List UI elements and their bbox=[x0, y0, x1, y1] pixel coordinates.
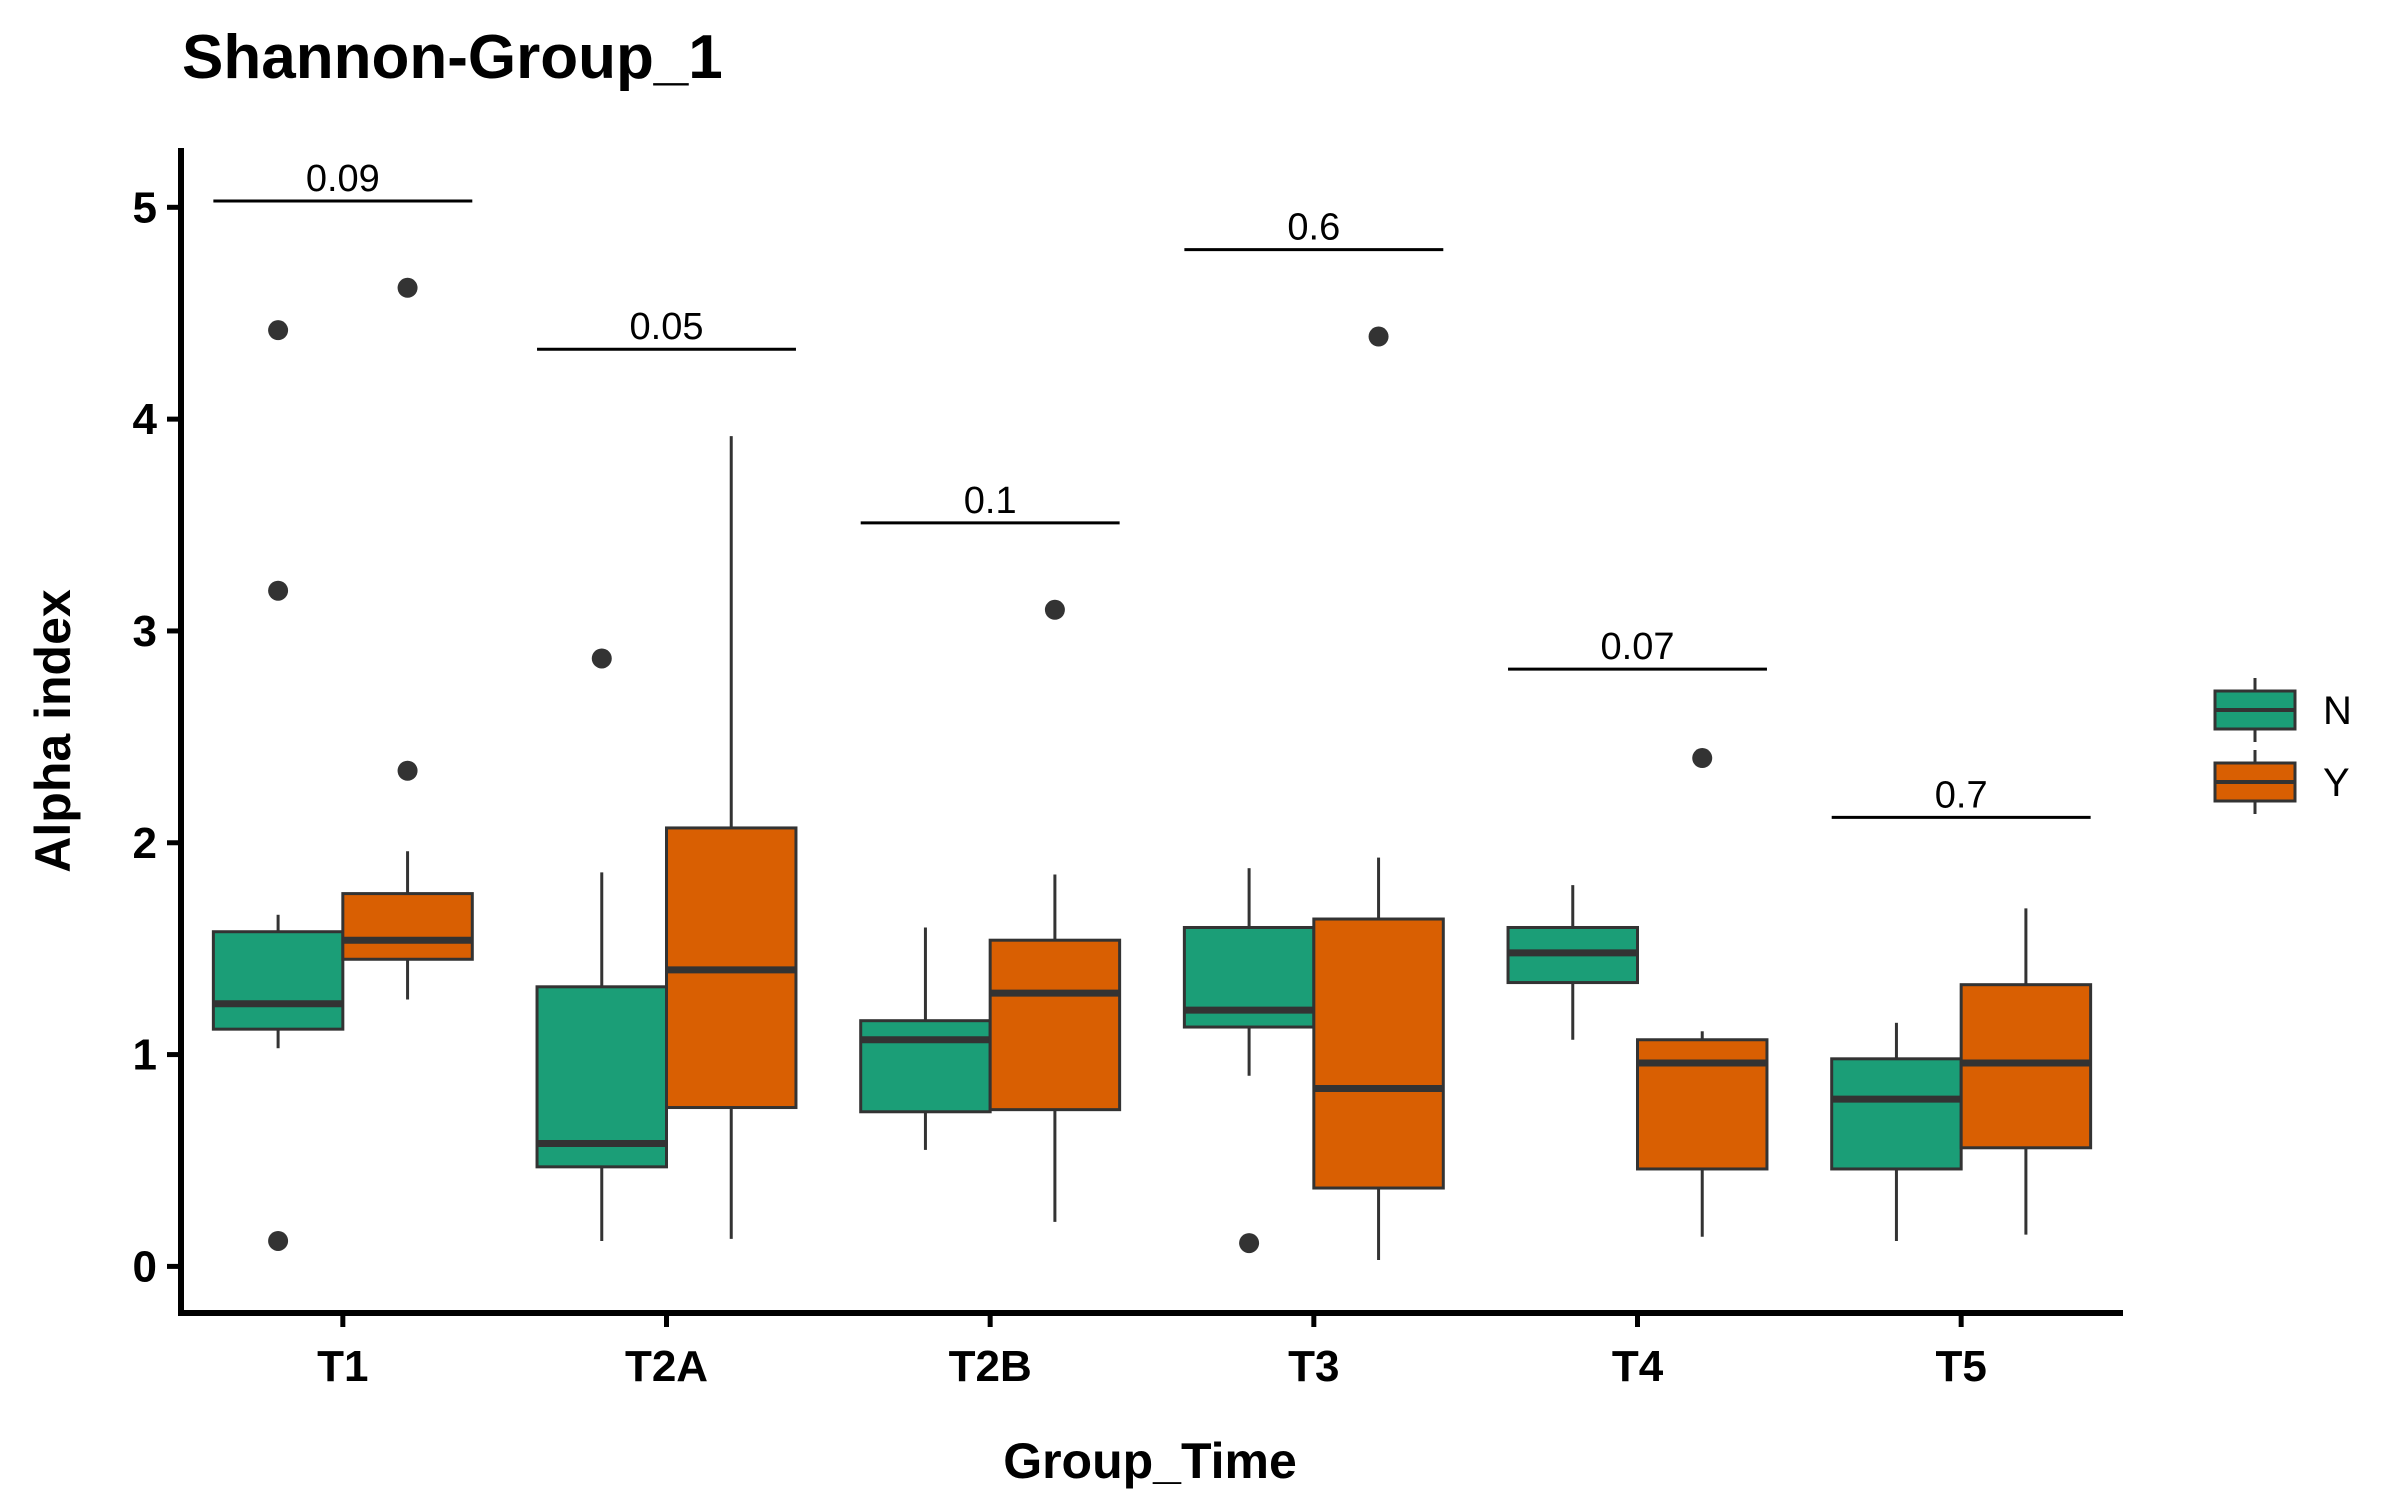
p-value-label-T3: 0.6 bbox=[1287, 207, 1340, 249]
box-T1-N-outlier-2 bbox=[268, 1230, 289, 1251]
box-T1-N-outlier-1 bbox=[268, 580, 289, 601]
series-Y bbox=[341, 277, 2093, 1261]
box-T2A-N-outlier-0 bbox=[591, 648, 612, 669]
x-axis-title: Group_Time bbox=[1003, 1433, 1297, 1489]
y-axis-ticks: 0 1 2 3 4 5 bbox=[133, 183, 181, 1291]
legend-item-N: N bbox=[2213, 678, 2352, 742]
x-tick-label-T5: T5 bbox=[1935, 1342, 1986, 1391]
box-T5-N-body bbox=[1830, 1057, 1963, 1171]
box-T1-N-outlier-0 bbox=[268, 320, 289, 341]
y-axis-title: Alpha index bbox=[25, 589, 81, 873]
p-value-label-T5: 0.7 bbox=[1935, 774, 1988, 816]
p-value-label-T2B: 0.1 bbox=[964, 480, 1017, 522]
legend-label-Y: Y bbox=[2323, 761, 2350, 805]
box-T3-Y-outlier-0 bbox=[1368, 326, 1389, 347]
box-T3-Y-body bbox=[1312, 917, 1445, 1190]
y-tick-label-2: 2 bbox=[133, 819, 157, 868]
box-T2A-N-body bbox=[535, 985, 668, 1169]
legend-label-N: N bbox=[2323, 689, 2352, 733]
chart-title: Shannon-Group_1 bbox=[182, 23, 723, 92]
p-value-label-T1: 0.09 bbox=[306, 158, 380, 200]
x-tick-label-T4: T4 bbox=[1612, 1342, 1664, 1391]
box-T4-Y-body bbox=[1636, 1038, 1769, 1171]
y-tick-label-4: 4 bbox=[133, 395, 158, 444]
y-tick-label-0: 0 bbox=[133, 1242, 157, 1291]
legend: NY bbox=[2213, 678, 2352, 814]
p-value-label-T4: 0.07 bbox=[1601, 626, 1675, 668]
x-tick-label-T2A: T2A bbox=[625, 1342, 708, 1391]
plot-area: 0.09 0.05 0.1 0.6 0.07 0.7 bbox=[211, 158, 2093, 1261]
box-T3-N-outlier-0 bbox=[1239, 1233, 1260, 1254]
p-value-label-T2A: 0.05 bbox=[630, 306, 704, 348]
x-tick-label-T3: T3 bbox=[1288, 1342, 1339, 1391]
p-value-annotations: 0.09 0.05 0.1 0.6 0.07 0.7 bbox=[213, 158, 2091, 819]
box-T4-Y-outlier-0 bbox=[1692, 748, 1713, 769]
box-T1-Y-outlier-0 bbox=[397, 277, 418, 298]
y-tick-label-1: 1 bbox=[133, 1031, 157, 1080]
box-T1-Y-outlier-1 bbox=[397, 760, 418, 781]
series-N bbox=[211, 320, 1963, 1254]
y-tick-label-5: 5 bbox=[133, 183, 157, 232]
box-T2B-Y-body bbox=[988, 938, 1122, 1112]
x-axis-ticks: T1 T2A T2B T3 T4 T5 bbox=[317, 1313, 1987, 1391]
box-T2B-Y-outlier-0 bbox=[1044, 599, 1065, 620]
x-tick-label-T2B: T2B bbox=[949, 1342, 1032, 1391]
box-T1-N-body bbox=[211, 930, 345, 1031]
x-tick-label-T1: T1 bbox=[317, 1342, 368, 1391]
box-T1-Y-body bbox=[341, 892, 474, 961]
legend-item-Y: Y bbox=[2213, 750, 2350, 814]
box-T2B-N-body bbox=[859, 1019, 992, 1114]
y-tick-label-3: 3 bbox=[133, 607, 157, 656]
